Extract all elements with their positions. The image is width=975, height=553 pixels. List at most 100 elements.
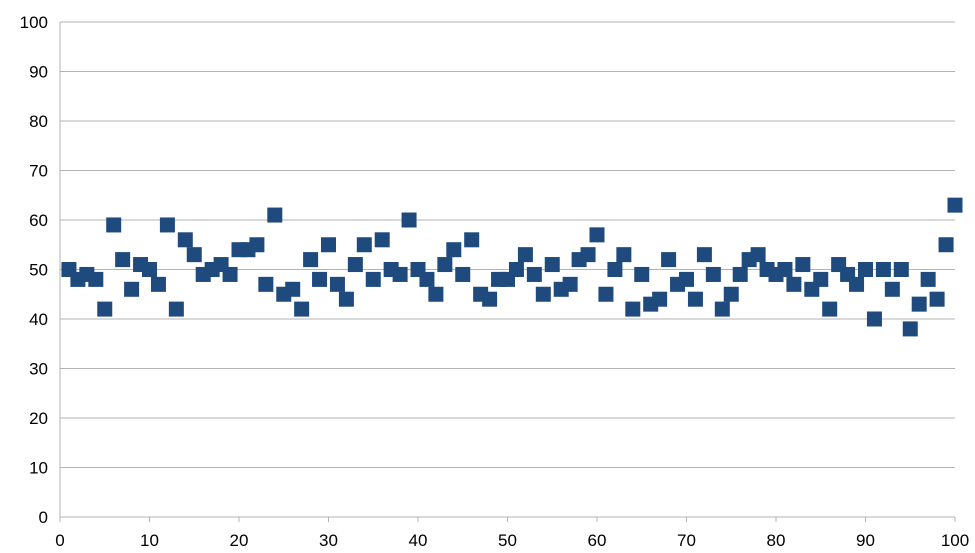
y-tick-label: 10 [29, 459, 48, 478]
data-point [115, 252, 131, 268]
data-point [329, 276, 345, 292]
data-point [168, 301, 184, 317]
x-axis-tick-labels: 0 10 20 30 40 50 60 70 80 90 100 [55, 531, 969, 550]
y-axis-tick-labels: 0 10 20 30 40 50 60 70 80 90 100 [20, 13, 48, 527]
data-point [535, 286, 551, 302]
data-point [884, 281, 900, 297]
data-point [652, 291, 668, 307]
x-tick-label: 90 [856, 531, 875, 550]
data-point [813, 271, 829, 287]
y-tick-label: 90 [29, 63, 48, 82]
x-tick-label: 40 [409, 531, 428, 550]
data-point [634, 266, 650, 282]
data-point [294, 301, 310, 317]
data-point [177, 232, 193, 248]
data-point [392, 266, 408, 282]
data-point [517, 247, 533, 263]
data-point [97, 301, 113, 317]
data-point [124, 281, 140, 297]
data-point [428, 286, 444, 302]
data-point [562, 276, 578, 292]
data-point [508, 262, 524, 277]
x-tick-label: 30 [319, 531, 338, 550]
data-point [822, 301, 838, 317]
data-point [312, 271, 328, 287]
data-point [482, 291, 498, 307]
data-point [526, 266, 542, 282]
data-point [947, 197, 963, 213]
data-point [142, 262, 157, 277]
data-point [777, 262, 793, 277]
x-tick-label: 50 [498, 531, 517, 550]
data-point [723, 286, 739, 302]
data-point [705, 266, 721, 282]
data-point [858, 262, 873, 277]
data-point [88, 271, 104, 287]
data-point [303, 252, 319, 268]
x-tick-label: 20 [230, 531, 249, 550]
data-point [607, 262, 623, 277]
data-points [61, 197, 963, 337]
data-point [106, 217, 122, 233]
data-point [258, 276, 274, 292]
x-tick-label: 0 [55, 531, 64, 550]
x-tick-label: 80 [767, 531, 786, 550]
data-point [285, 281, 301, 297]
data-point [338, 291, 354, 307]
data-point [795, 257, 811, 273]
data-point [696, 247, 712, 263]
data-point [589, 227, 605, 243]
data-point [625, 301, 641, 317]
y-tick-label: 50 [29, 261, 48, 280]
data-point [938, 237, 954, 253]
y-tick-label: 100 [20, 13, 48, 32]
data-point [544, 257, 560, 273]
x-tick-label: 10 [140, 531, 159, 550]
data-point [849, 276, 865, 292]
y-tick-label: 70 [29, 162, 48, 181]
data-point [446, 242, 462, 258]
data-point [866, 311, 882, 327]
data-point [464, 232, 480, 248]
data-point [222, 266, 238, 282]
data-point [616, 247, 632, 263]
data-point [356, 237, 372, 253]
data-point [365, 271, 381, 287]
y-tick-label: 40 [29, 310, 48, 329]
data-point [929, 291, 945, 307]
data-point [750, 247, 766, 263]
data-point [661, 252, 677, 268]
y-tick-label: 0 [39, 508, 48, 527]
data-point [580, 247, 596, 263]
data-point [732, 266, 748, 282]
data-point [911, 296, 927, 312]
x-tick-label: 60 [588, 531, 607, 550]
data-point [687, 291, 703, 307]
data-point [920, 271, 936, 287]
data-point [374, 232, 390, 248]
data-point [150, 276, 166, 292]
y-tick-label: 30 [29, 360, 48, 379]
y-tick-label: 60 [29, 211, 48, 230]
data-point [679, 271, 694, 287]
data-point [714, 301, 730, 317]
data-point [159, 217, 175, 233]
data-point [902, 321, 918, 337]
data-point [267, 207, 283, 223]
x-tick-label: 70 [677, 531, 696, 550]
y-tick-label: 20 [29, 409, 48, 428]
data-point [186, 247, 202, 263]
data-point [875, 262, 891, 277]
data-point [437, 257, 453, 273]
x-tick-label: 100 [941, 531, 969, 550]
data-point [893, 262, 909, 277]
data-point [401, 212, 417, 228]
data-point [321, 237, 336, 253]
data-point [455, 266, 471, 282]
data-point [786, 276, 802, 292]
data-point [249, 237, 265, 253]
data-point [419, 271, 435, 287]
data-point [598, 286, 614, 302]
data-point [347, 257, 363, 273]
